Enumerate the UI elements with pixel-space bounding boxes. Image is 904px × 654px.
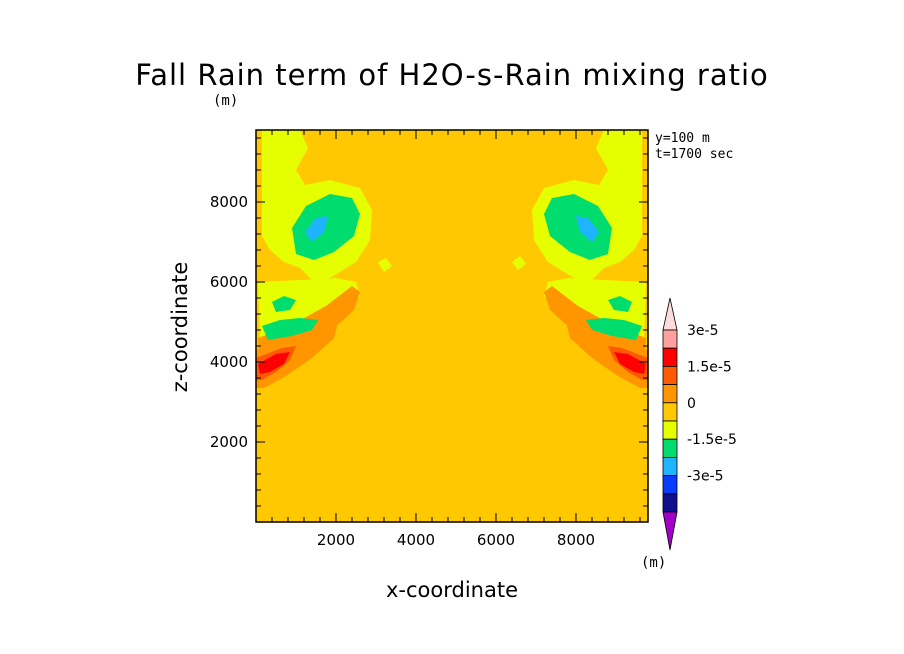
contour-green-band-left-a [262,318,318,340]
colorbar-swatch [662,456,678,476]
y-tick-label: 8000 [210,193,248,211]
contour-green-band-right-a [586,318,642,340]
y-tick-label: 2000 [210,433,248,451]
x-tick-label: 2000 [317,531,355,549]
colorbar-swatch [662,420,678,440]
plot-frame [255,129,649,523]
x-tick-label: 4000 [397,531,435,549]
field-unit: (m) [213,93,239,109]
colorbar-swatch [662,329,678,349]
colorbar-label: 1.5e-5 [687,359,732,375]
x-axis-label: x-coordinate [385,578,518,602]
contour-yellow-top-fringe-r [614,140,642,182]
contour-green-upper-left [292,194,360,260]
colorbar-label: 0 [687,396,696,412]
contour-green-band-right-b [608,296,632,312]
plot-area [255,129,649,523]
axes: 2000 4000 6000 8000 2000 4000 6000 8000 [210,130,648,549]
contour-yellow-top-fringe [262,140,290,182]
colorbar-label: 3e-5 [687,323,718,339]
colorbar-swatch [662,475,678,495]
info-t: t=1700 sec [655,147,734,162]
contour-cyan-upper-right [576,216,599,242]
y-tick-label: 4000 [210,353,248,371]
x-tick-label: 8000 [557,531,595,549]
y-tick-label: 6000 [210,273,248,291]
colorbar-swatch [662,365,678,385]
colorbar-label: -1.5e-5 [687,432,737,448]
colorbar-swatch [662,347,678,367]
contour-green-upper-right [544,194,612,260]
colorbar-swatch [662,493,678,513]
contour-green-band-left-b [272,296,296,312]
info-box: y=100 m t=1700 sec [655,131,733,163]
colorbar-top-arrow [662,297,678,331]
colorbar-label: -3e-5 [687,469,724,485]
info-y: y=100 m [655,131,710,146]
colorbar-swatch [662,438,678,458]
colorbar-swatch [662,402,678,422]
contour-red-lower-left [258,352,290,374]
x-tick-label: 6000 [477,531,515,549]
left-contours [256,130,372,388]
colorbar: 3e-5 1.5e-5 0 -1.5e-5 -3e-5 [662,297,737,551]
contour-yellow-patch-center-right [512,256,526,270]
contour-yellow-patch-center-left [378,258,392,272]
contour-red-lower-right [614,352,646,374]
right-contours [532,130,648,388]
colorbar-unit: (m) [641,555,667,571]
colorbar-swatch [662,384,678,404]
chart-title: Fall Rain term of H2O-s-Rain mixing rati… [135,58,769,92]
colorbar-bottom-arrow [662,511,678,551]
contour-cyan-upper-left [305,216,328,242]
